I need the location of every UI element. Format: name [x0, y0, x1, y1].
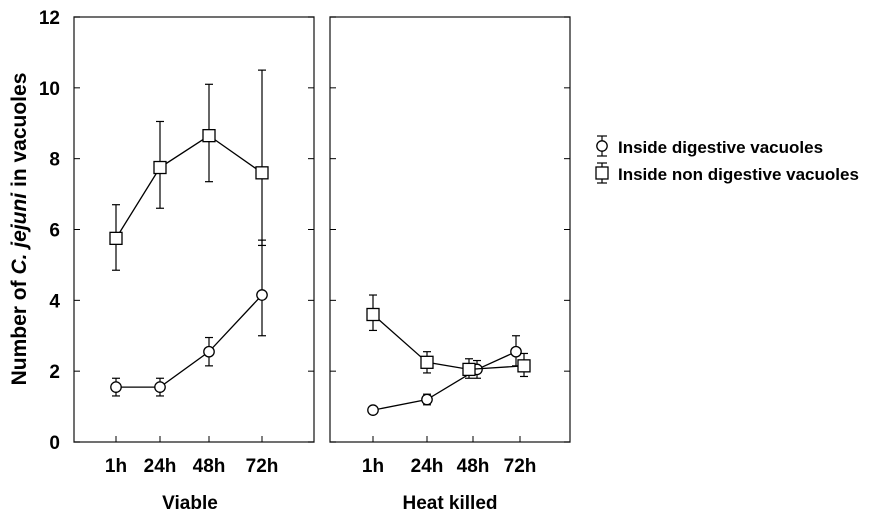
data-point-viable-digestive-1h: [110, 381, 122, 393]
y-tick-label-8: 8: [49, 150, 60, 171]
y-tick-label-0: 0: [49, 433, 60, 454]
x-tick-label-heat-killed-48h: 48h: [457, 456, 490, 477]
y-tick-label-10: 10: [39, 79, 60, 100]
x-tick-label-heat-killed-24h: 24h: [411, 456, 444, 477]
legend: Inside digestive vacuoles Inside non dig…: [595, 135, 859, 184]
panel-label-viable: Viable: [162, 493, 218, 514]
y-tick-label-2: 2: [49, 362, 60, 383]
x-tick-label-viable-24h: 24h: [144, 456, 177, 477]
data-point-viable-digestive-72h: [256, 289, 268, 301]
legend-marker-circle: [596, 140, 608, 152]
y-axis: 0 2 4 6 8 10 12: [39, 8, 570, 454]
plot-area: [109, 69, 531, 416]
x-tick-label-heat-killed-72h: 72h: [504, 456, 537, 477]
data-point-heat-killed-digestive-72h: [510, 345, 522, 358]
legend-label-digestive: Inside digestive vacuoles: [618, 138, 823, 157]
data-point-viable-digestive-48h: [203, 345, 215, 358]
panel-label-heat-killed: Heat killed: [402, 493, 497, 514]
data-point-heat-killed-non-digestive-48h: [462, 362, 476, 377]
y-axis-title-part-3: in vacuoles: [8, 73, 31, 193]
data-point-heat-killed-digestive-24h: [421, 393, 433, 406]
series-line-viable-non-digestive: [115, 134, 263, 239]
data-point-heat-killed-non-digestive-1h: [366, 307, 380, 322]
legend-label-non-digestive: Inside non digestive vacuoles: [618, 165, 859, 184]
series-line-viable-digestive: [116, 294, 263, 388]
y-axis-title: Number of C. jejuni in vacuoles: [8, 73, 31, 386]
x-tick-label-viable-72h: 72h: [246, 456, 279, 477]
x-tick-label-viable-1h: 1h: [105, 456, 127, 477]
legend-item-non-digestive: Inside non digestive vacuoles: [595, 162, 859, 184]
y-tick-label-12: 12: [39, 8, 60, 29]
data-point-heat-killed-non-digestive-72h: [517, 359, 531, 373]
data-point-viable-non-digestive-1h: [109, 231, 123, 246]
panel-frame-heat-killed: [329, 16, 571, 443]
series-line-heat-killed-digestive: [372, 351, 517, 411]
data-point-heat-killed-non-digestive-24h: [420, 355, 434, 369]
legend-item-digestive: Inside digestive vacuoles: [596, 135, 823, 157]
y-axis-title-part-1: Number of: [8, 275, 31, 386]
data-point-viable-non-digestive-24h: [153, 160, 167, 175]
data-point-heat-killed-digestive-1h: [367, 404, 379, 416]
y-tick-label-6: 6: [49, 221, 60, 242]
data-point-viable-non-digestive-48h: [202, 128, 216, 143]
legend-circle-marker: [596, 135, 608, 157]
y-tick-label-4: 4: [49, 291, 60, 312]
legend-square-marker: [595, 162, 609, 184]
y-axis-title-species: C. jejuni: [8, 192, 31, 275]
data-point-viable-digestive-24h: [154, 381, 166, 393]
x-axis: 1h 24h 48h 72h 1h 24h 48h 72h: [105, 436, 536, 477]
x-tick-label-viable-48h: 48h: [193, 456, 226, 477]
legend-marker-square: [595, 166, 609, 180]
data-point-viable-non-digestive-72h: [255, 166, 269, 180]
series-line-heat-killed-non-digestive: [372, 314, 525, 371]
panel-frame-viable: [73, 16, 315, 443]
x-tick-label-heat-killed-1h: 1h: [362, 456, 384, 477]
